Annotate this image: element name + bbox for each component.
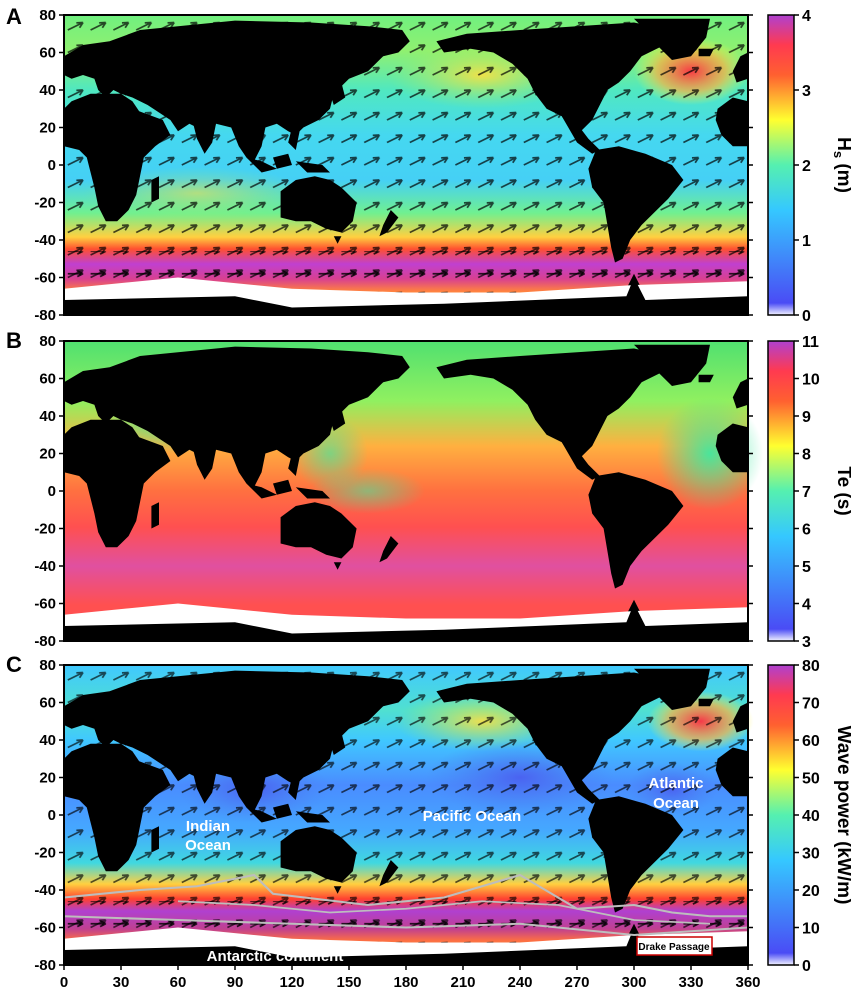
lat-tick-label: -80 [34, 633, 56, 650]
label-drake-passage: Drake Passage [638, 942, 710, 953]
colorbar-tick-label: 5 [802, 559, 811, 576]
colorbar-tick-label: 3 [802, 83, 811, 100]
panel-letter-c: C [6, 652, 22, 677]
lat-tick-label: 40 [39, 408, 56, 425]
colorbar-tick-label: 20 [802, 883, 820, 900]
panel-c-map [63, 665, 754, 965]
lat-tick-label: 20 [39, 770, 56, 787]
colorbar-tick-label: 1 [802, 233, 811, 250]
colorbar-tick-label: 10 [802, 372, 820, 389]
drake-passage-box [636, 936, 713, 956]
colorbar-tick-label: 4 [802, 597, 811, 614]
colorbar-b-title: Te (s) [833, 466, 851, 515]
lat-tick-label: 80 [39, 657, 56, 674]
colorbar-tick-label: 0 [802, 958, 811, 975]
lon-tick-label: 210 [450, 974, 475, 991]
lat-tick-label: 0 [48, 483, 56, 500]
colorbar-tick-label: 4 [802, 8, 811, 25]
lat-tick-label: -80 [34, 957, 56, 974]
panel-b: B [6, 328, 764, 642]
lat-tick-label: -20 [34, 845, 56, 862]
lat-tick-label: 40 [39, 732, 56, 749]
lon-tick-label: 0 [60, 974, 68, 991]
colorbar-tick-label: 70 [802, 696, 820, 713]
colorbar-tick-label: 7 [802, 484, 811, 501]
lat-tick-label: -60 [34, 270, 56, 287]
lat-tick-label: -20 [34, 195, 56, 212]
lon-tick-label: 120 [279, 974, 304, 991]
lat-tick-label: 60 [39, 695, 56, 712]
label-indian-ocean-line2: Ocean [185, 837, 231, 854]
panel-letter-a: A [6, 4, 22, 29]
lon-tick-label: 60 [170, 974, 187, 991]
lon-tick-label: 270 [564, 974, 589, 991]
lat-tick-label: -60 [34, 920, 56, 937]
lat-tick-label: -40 [34, 558, 56, 575]
lon-tick-label: 180 [393, 974, 418, 991]
panel-c: C Indian Ocean Pacific Ocean Atlantic Oc… [6, 652, 754, 966]
latitude-axes: 80 60 40 20 0 -20 -40 -60 -80 80 60 40 20 0 -20 -40 -60 -… [34, 7, 753, 974]
lon-tick-label: 360 [735, 974, 760, 991]
colorbar-a: 0 1 2 3 4 Hs (m) [767, 8, 851, 325]
lon-tick-label: 240 [507, 974, 532, 991]
panel-b-map [64, 341, 764, 641]
colorbar-a-title: Hs (m) [831, 137, 851, 193]
colorbar-tick-label: 6 [802, 522, 811, 539]
colorbar-c: 0 10 20 30 40 50 60 70 80 Wave power (kW/m) [767, 658, 851, 975]
lat-tick-label: -60 [34, 596, 56, 613]
lat-tick-label: 0 [48, 807, 56, 824]
lat-tick-label: 20 [39, 446, 56, 463]
colorbar-tick-label: 40 [802, 808, 820, 825]
panel-a-map [64, 15, 749, 315]
lon-tick-label: 30 [113, 974, 130, 991]
lat-tick-label: 60 [39, 371, 56, 388]
lat-tick-label: -40 [34, 232, 56, 249]
colorbar-b: 3 4 5 6 7 8 9 10 11 Te (s) [767, 334, 851, 651]
lon-tick-label: 330 [678, 974, 703, 991]
lat-tick-label: 80 [39, 333, 56, 350]
lat-tick-label: -40 [34, 882, 56, 899]
lon-tick-label: 90 [227, 974, 244, 991]
colorbar-tick-label: 2 [802, 158, 811, 175]
colorbar-tick-label: 11 [802, 334, 819, 351]
colorbar-tick-label: 80 [802, 658, 820, 675]
label-atlantic-ocean-line2: Ocean [653, 795, 699, 812]
colorbar-tick-label: 3 [802, 634, 811, 651]
corridor-mid-line [177, 900, 711, 925]
colorbar-tick-label: 50 [802, 771, 820, 788]
label-pacific-ocean: Pacific Ocean [423, 808, 521, 825]
lon-tick-label: 150 [336, 974, 361, 991]
colorbar-tick-label: 0 [802, 308, 811, 325]
lat-tick-label: 0 [48, 157, 56, 174]
corridor-north-line [63, 873, 749, 918]
panel-a: A [6, 4, 749, 316]
colorbar-tick-label: 9 [802, 409, 811, 426]
colorbar-c-title: Wave power (kW/m) [833, 726, 851, 905]
colorbar-tick-label: 60 [802, 733, 820, 750]
lat-tick-label: -80 [34, 307, 56, 324]
lat-tick-label: 20 [39, 120, 56, 137]
longitude-axis: 0 30 60 90 120 150 180 210 240 270 300 330 360 [60, 965, 761, 991]
corridor-south-line [63, 915, 749, 937]
lat-tick-label: 80 [39, 7, 56, 24]
lat-tick-label: 60 [39, 45, 56, 62]
colorbar-tick-label: 10 [802, 921, 820, 938]
lon-tick-label: 300 [621, 974, 646, 991]
colorbar-tick-label: 8 [802, 447, 811, 464]
label-antarctic-continent: Antarctic continent [207, 948, 344, 965]
label-indian-ocean-line1: Indian [186, 818, 230, 835]
lat-tick-label: 40 [39, 82, 56, 99]
lat-tick-label: -20 [34, 521, 56, 538]
colorbar-tick-label: 30 [802, 846, 820, 863]
panel-letter-b: B [6, 328, 22, 353]
label-atlantic-ocean-line1: Atlantic [648, 775, 703, 792]
